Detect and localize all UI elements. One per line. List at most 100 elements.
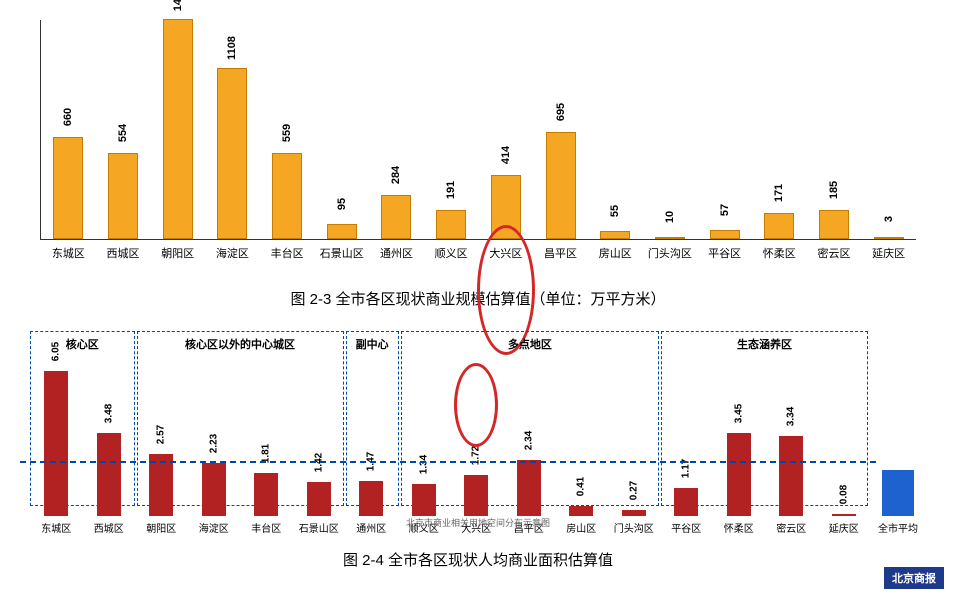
chart2-value-label: 2.23 [208,433,219,452]
chart2-bar [464,475,488,516]
chart2-x-label: 房山区 [566,520,596,535]
chart1-bar-item: 660东城区 [41,137,96,239]
chart1-bar-item: 554西城区 [96,153,151,239]
chart2-bar-item: 0.41房山区 [555,506,608,516]
chart1-bar [53,137,83,239]
chart1-bar [655,237,685,239]
chart2-bar [254,473,278,516]
chart1-value-label: 695 [555,103,567,121]
chart2-x-label: 朝阳区 [146,520,176,535]
chart1-value-label: 559 [281,124,293,142]
chart2-bar [727,433,751,516]
chart1-bar [163,19,193,239]
chart1-x-label: 通州区 [380,245,413,261]
chart2-bar [517,460,541,516]
chart1-bar-item: 695昌平区 [533,132,588,239]
chart2-bar [412,484,436,516]
chart2-bar-item: 3.45怀柔区 [713,433,766,516]
chart1-x-label: 石景山区 [320,245,364,261]
chart2-group-title: 副中心 [356,336,389,352]
chart2-bar [149,454,173,516]
chart2-value-label: 3.45 [733,404,744,423]
chart2-bar [359,481,383,516]
chart1-x-label: 东城区 [52,245,85,261]
chart2-x-label: 平谷区 [671,520,701,535]
chart1-container: 660东城区554西城区1425朝阳区1108海淀区559丰台区95石景山区28… [0,0,956,270]
chart2-x-label: 海淀区 [199,520,229,535]
chart2-x-label: 通州区 [356,520,386,535]
chart2-bar [674,488,698,516]
chart1-x-label: 平谷区 [708,245,741,261]
chart1-bar-item: 284通州区 [369,195,424,239]
chart1-bar [108,153,138,239]
chart1-value-label: 191 [445,180,457,198]
chart1-x-label: 海淀区 [216,245,249,261]
chart2-group-title: 多点地区 [508,336,552,352]
chart2-value-label: 1.34 [418,455,429,474]
chart1-value-label: 171 [773,183,785,201]
chart2-bar-item: 2.34昌平区 [503,460,556,516]
chart1-bar [874,237,904,239]
chart1-bar-item: 1425朝阳区 [150,19,205,239]
chart2-x-label: 怀柔区 [724,520,754,535]
chart1-bar-item: 559丰台区 [260,153,315,239]
chart2-bar-item: 3.34密云区 [765,436,818,516]
chart2-bar [97,433,121,516]
chart1-bar-item: 185密云区 [807,210,862,239]
chart2-bar [832,514,856,516]
chart2-avg-label: 全市平均 [878,520,918,535]
chart2-avg-line [20,461,876,463]
chart2-bar-item: 1.42石景山区 [293,482,346,516]
chart2-group-title: 核心区 [66,336,99,352]
chart2-value-label: 3.48 [103,403,114,422]
chart2-bar [622,510,646,516]
chart2-bar-item: 1.72大兴区 [450,475,503,516]
chart2-container: 核心区核心区以外的中心城区副中心多点地区生态涵养区 6.05东城区3.48西城区… [0,321,956,531]
chart1-x-label: 顺义区 [435,245,468,261]
chart1-x-label: 房山区 [599,245,632,261]
chart1-bar-item: 171怀柔区 [752,213,807,239]
chart2-x-label: 延庆区 [829,520,859,535]
chart2-bar-item: 1.81丰台区 [240,473,293,516]
chart1-bar [600,231,630,239]
chart2-bar [202,463,226,516]
chart1-value-label: 554 [117,124,129,142]
chart2-value-label: 0.27 [628,480,639,499]
chart1-x-label: 密云区 [817,245,850,261]
chart1-value-label: 95 [336,198,348,210]
chart1-value-label: 3 [883,215,895,221]
chart2-value-label: 2.34 [523,431,534,450]
chart2-bar-item: 0.27门头沟区 [608,510,661,516]
chart1-bar-item: 95石景山区 [314,224,369,239]
chart2-bar [307,482,331,516]
chart2-bar [44,371,68,516]
chart2-value-label: 0.08 [838,485,849,504]
chart1-bar-item: 55房山区 [588,231,643,239]
chart1-bar [272,153,302,239]
chart1-bar [710,230,740,239]
chart1-bar [436,210,466,239]
chart1-x-label: 西城区 [107,245,140,261]
chart2-x-label: 门头沟区 [614,520,654,535]
chart2-value-label: 0.41 [576,477,587,496]
chart1-x-label: 朝阳区 [161,245,194,261]
chart2-caption: 图 2-4 全市各区现状人均商业面积估算值 [0,549,956,570]
chart2-x-label: 密云区 [776,520,806,535]
chart2-bar-item: 6.05东城区 [30,371,83,516]
chart1-value-label: 1108 [226,36,238,60]
chart1-value-label: 55 [609,204,621,216]
chart2-bar-item: 2.57朝阳区 [135,454,188,516]
chart2-x-label: 丰台区 [251,520,281,535]
chart2-value-label: 3.34 [786,407,797,426]
chart1-value-label: 10 [664,211,676,223]
chart2-x-label: 东城区 [41,520,71,535]
chart1-value-label: 1425 [172,0,184,11]
chart1-value-label: 57 [719,204,731,216]
chart2-bar [779,436,803,516]
chart1-bar-item: 3延庆区 [861,237,916,239]
chart2-circle-annotation [454,363,498,447]
chart2-group-title: 生态涵养区 [737,336,792,352]
chart2-avg-bar [882,470,914,516]
chart2-group-title: 核心区以外的中心城区 [185,336,295,352]
chart1-value-label: 185 [828,181,840,199]
